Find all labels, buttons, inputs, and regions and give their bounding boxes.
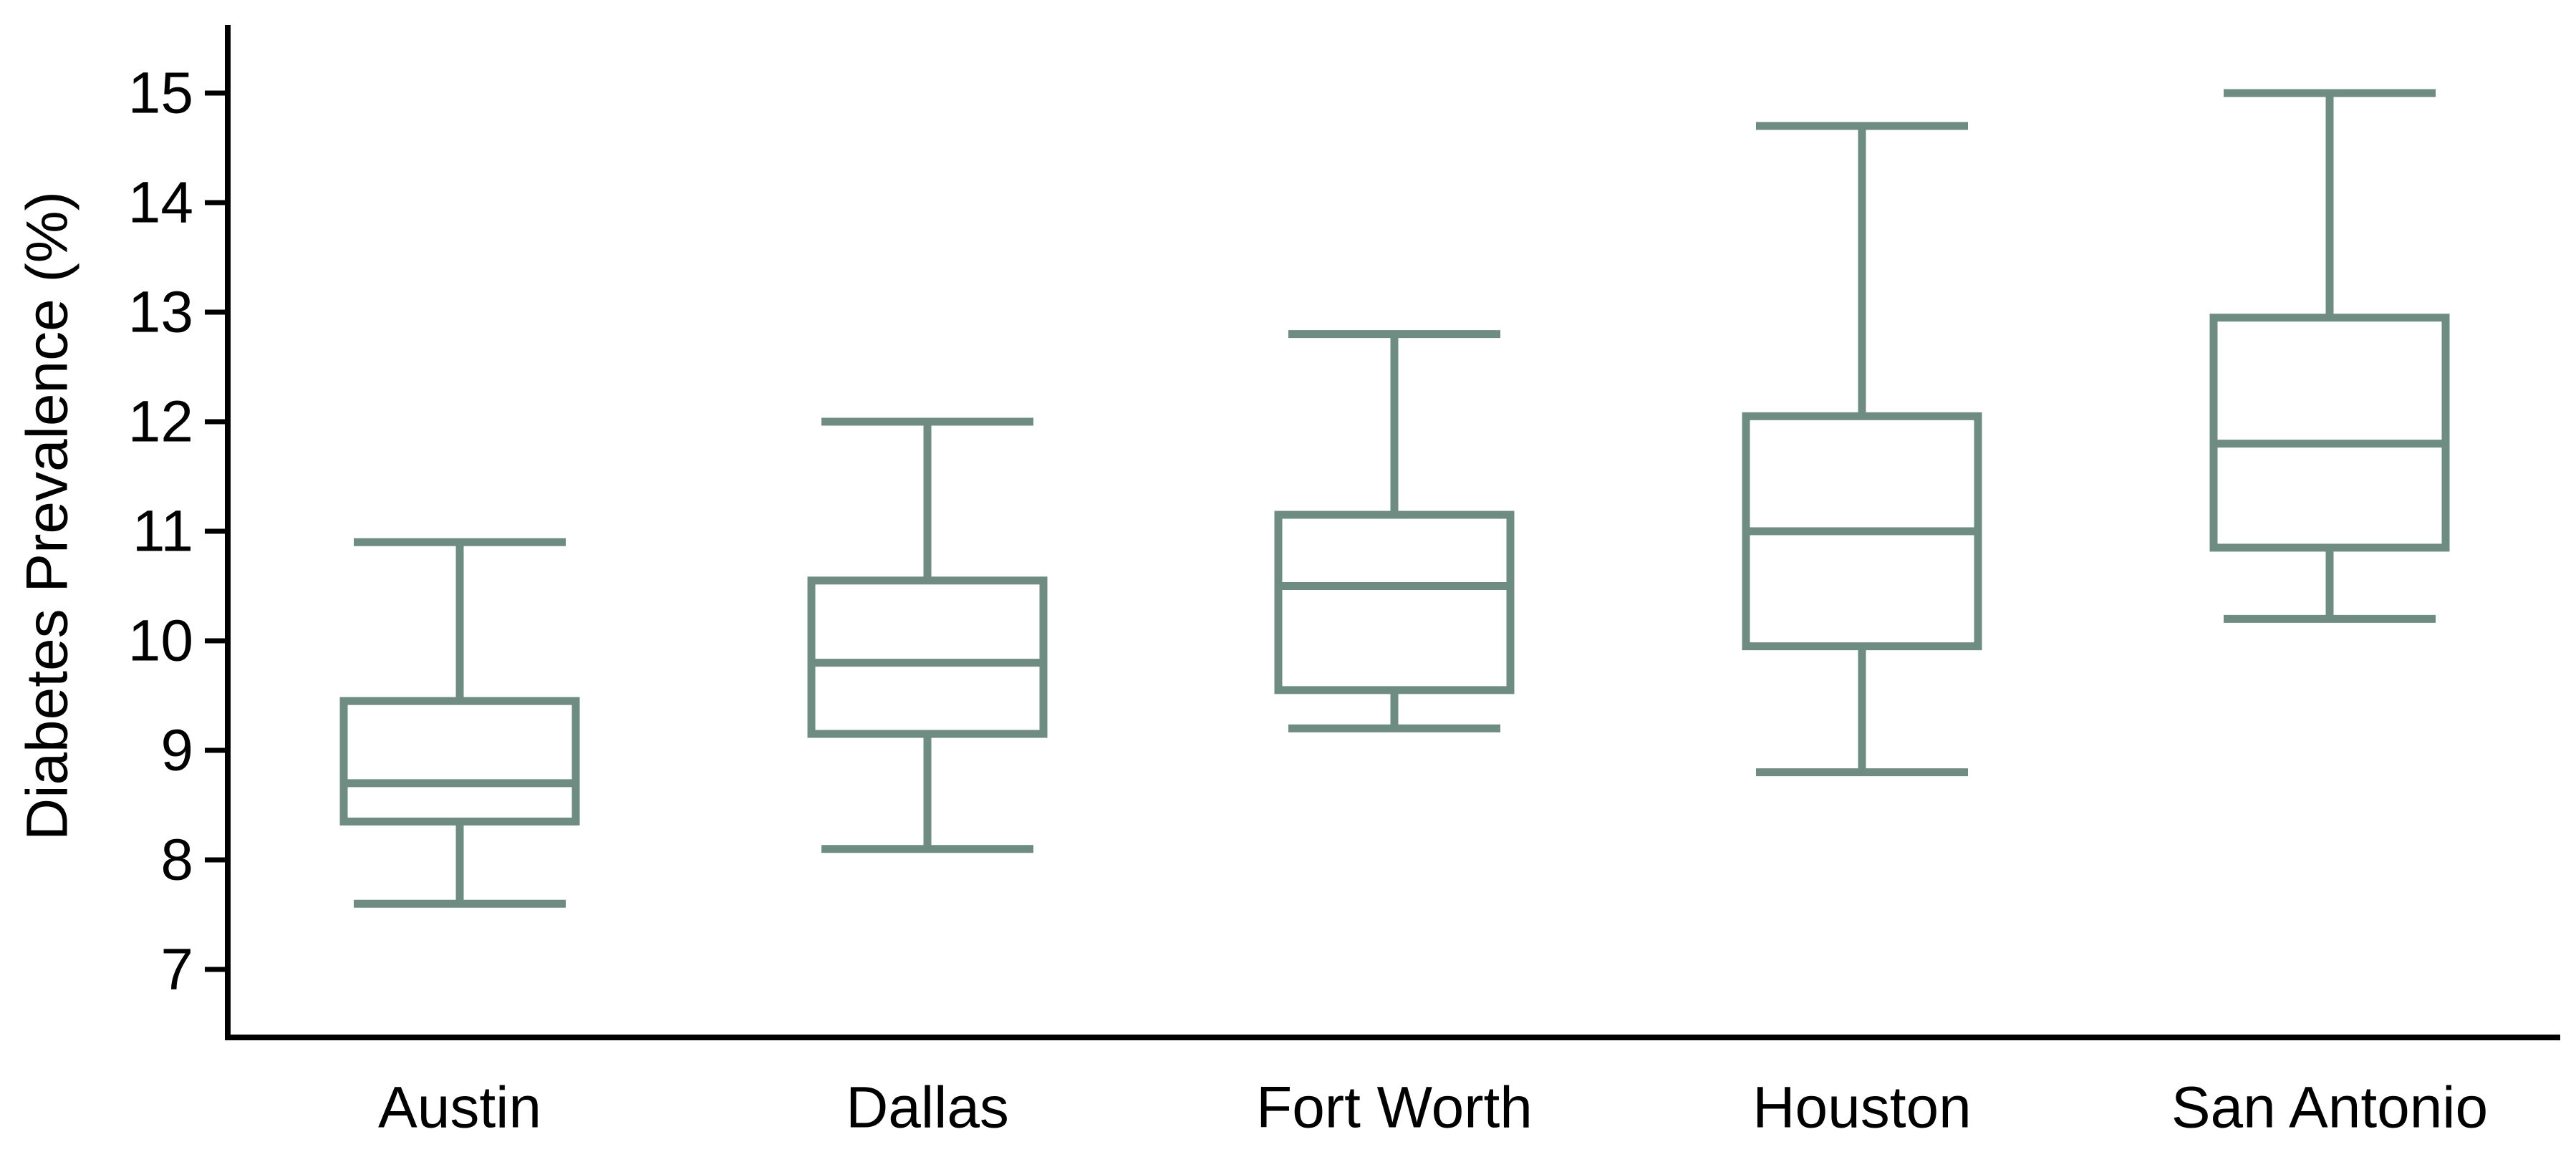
y-tick-label: 9 <box>160 718 193 783</box>
x-axis-ticks: Austin Dallas Fort Worth Houston San Antonio <box>378 1075 2488 1141</box>
box-group <box>807 417 1048 853</box>
y-tick-label: 7 <box>160 937 193 1002</box>
box-group <box>1274 330 1515 732</box>
y-tick-label: 15 <box>128 61 193 126</box>
iqr-box <box>807 576 1048 738</box>
y-axis-title: Diabetes Prevalence (%) <box>15 191 80 841</box>
box-group <box>1742 122 1982 777</box>
y-tick-label: 12 <box>128 389 193 455</box>
x-tick-label: Austin <box>378 1075 541 1141</box>
y-axis-ticks: 7 8 9 10 11 12 13 14 15 <box>128 61 228 1002</box>
y-tick-label: 11 <box>132 499 193 564</box>
box-series <box>339 89 2450 908</box>
y-tick-label: 14 <box>128 170 193 236</box>
y-tick-label: 10 <box>128 609 193 674</box>
x-tick-label: Houston <box>1752 1075 1971 1141</box>
box-group <box>2209 89 2450 623</box>
x-tick-label: San Antonio <box>2171 1075 2488 1141</box>
iqr-box <box>339 697 580 826</box>
box-group <box>339 538 580 908</box>
y-tick-label: 13 <box>128 280 193 345</box>
x-tick-label: Dallas <box>846 1075 1009 1141</box>
iqr-box <box>2209 314 2450 552</box>
y-tick-label: 8 <box>160 828 193 893</box>
x-tick-label: Fort Worth <box>1256 1075 1533 1141</box>
iqr-box <box>1274 510 1515 694</box>
